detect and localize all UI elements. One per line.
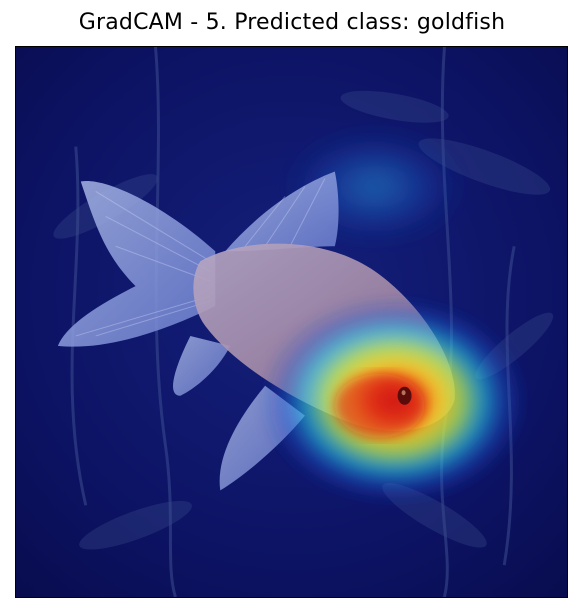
gradcam-overlay-image [16, 47, 567, 597]
gradcam-image [15, 46, 568, 598]
heatmap-peak [334, 373, 425, 438]
fish-eye [397, 386, 412, 405]
figure-title: GradCAM - 5. Predicted class: goldfish [78, 10, 506, 35]
fish-eye-highlight [401, 390, 406, 396]
tail-fin [57, 180, 216, 347]
dorsal-fin [225, 171, 339, 252]
pectoral-fin [173, 335, 231, 396]
